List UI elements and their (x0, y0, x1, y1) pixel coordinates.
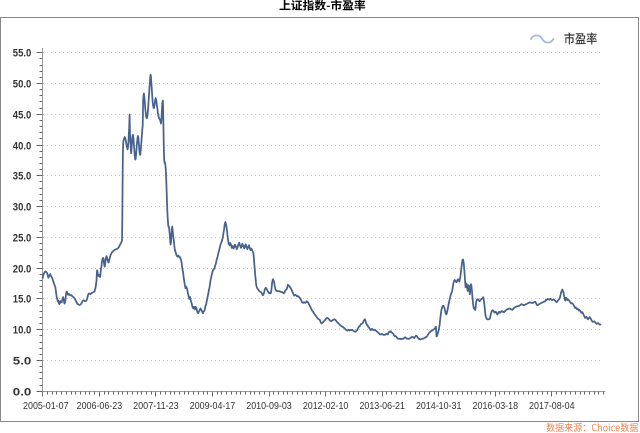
svg-text:2010-09-03: 2010-09-03 (246, 400, 292, 412)
svg-text:0.0: 0.0 (13, 387, 32, 399)
svg-text:55.0: 55.0 (13, 48, 32, 60)
svg-text:2013-06-21: 2013-06-21 (359, 400, 405, 412)
svg-text:40.0: 40.0 (13, 141, 32, 153)
svg-text:30.0: 30.0 (13, 202, 32, 214)
svg-text:50.0: 50.0 (13, 79, 32, 91)
svg-text:15.0: 15.0 (13, 294, 32, 306)
svg-text:20.0: 20.0 (13, 264, 32, 276)
svg-text:2012-02-10: 2012-02-10 (303, 400, 349, 412)
svg-text:25.0: 25.0 (13, 233, 32, 245)
svg-text:2017-08-04: 2017-08-04 (529, 400, 575, 412)
svg-text:2016-03-18: 2016-03-18 (473, 400, 519, 412)
svg-text:35.0: 35.0 (13, 171, 32, 183)
svg-text:5.0: 5.0 (13, 356, 32, 368)
svg-text:2005-01-07: 2005-01-07 (23, 400, 69, 412)
svg-text:2006-06-23: 2006-06-23 (77, 400, 123, 412)
svg-text:2014-10-31: 2014-10-31 (416, 400, 462, 412)
svg-text:2009-04-17: 2009-04-17 (190, 400, 236, 412)
svg-text:45.0: 45.0 (13, 110, 32, 122)
svg-text:2007-11-23: 2007-11-23 (133, 400, 179, 412)
svg-text:10.0: 10.0 (13, 325, 32, 337)
